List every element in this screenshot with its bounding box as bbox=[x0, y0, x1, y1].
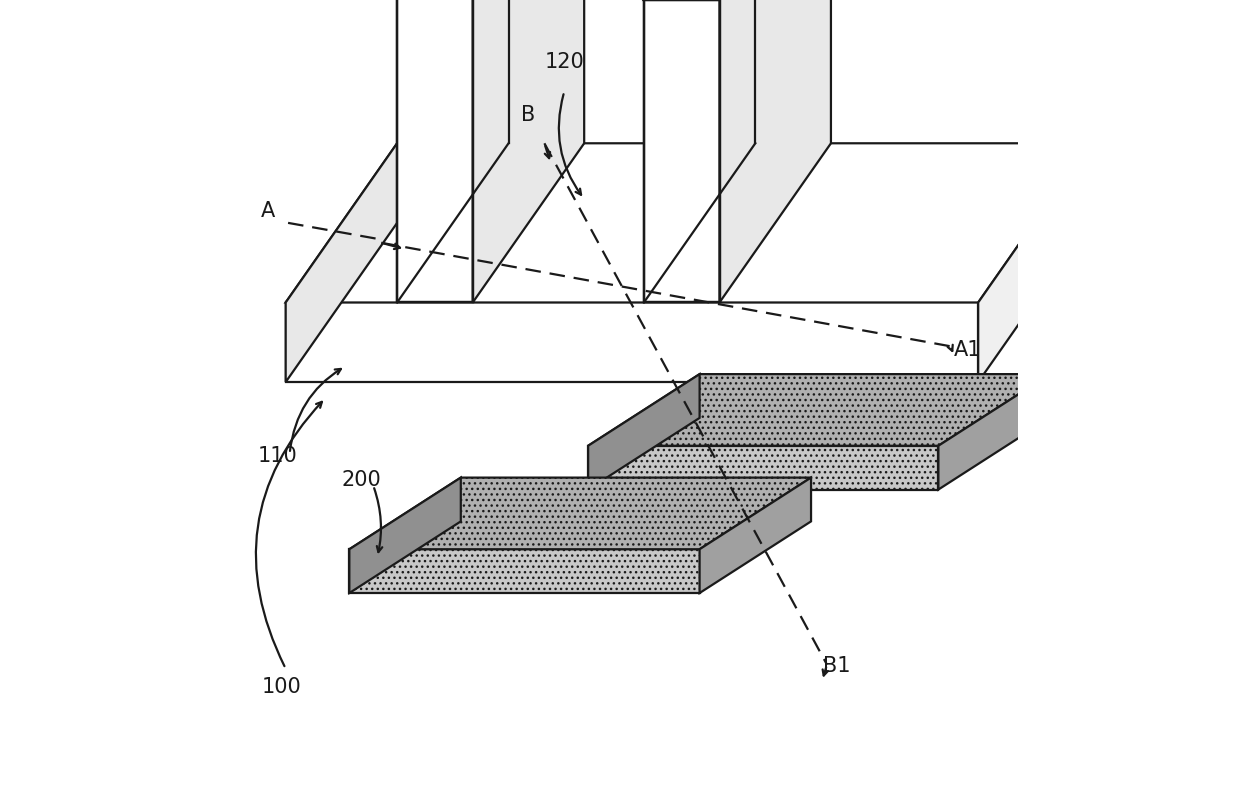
Polygon shape bbox=[588, 374, 699, 490]
Polygon shape bbox=[397, 0, 472, 302]
Polygon shape bbox=[699, 478, 811, 593]
Polygon shape bbox=[472, 0, 584, 302]
Polygon shape bbox=[588, 446, 939, 490]
Polygon shape bbox=[350, 549, 699, 593]
Polygon shape bbox=[285, 302, 978, 382]
Polygon shape bbox=[644, 0, 719, 302]
Polygon shape bbox=[719, 0, 831, 302]
Text: B: B bbox=[521, 105, 536, 126]
Polygon shape bbox=[588, 374, 1050, 446]
Text: 100: 100 bbox=[262, 677, 301, 696]
Text: 200: 200 bbox=[341, 470, 381, 490]
Polygon shape bbox=[285, 143, 1090, 302]
Text: 120: 120 bbox=[544, 52, 584, 72]
Polygon shape bbox=[939, 374, 1050, 490]
Text: A: A bbox=[262, 201, 275, 221]
Polygon shape bbox=[350, 478, 461, 593]
Text: A1: A1 bbox=[955, 340, 982, 361]
Text: B1: B1 bbox=[823, 656, 851, 677]
Polygon shape bbox=[285, 143, 397, 382]
Polygon shape bbox=[978, 143, 1090, 382]
Polygon shape bbox=[350, 478, 811, 549]
Text: 110: 110 bbox=[258, 446, 298, 466]
